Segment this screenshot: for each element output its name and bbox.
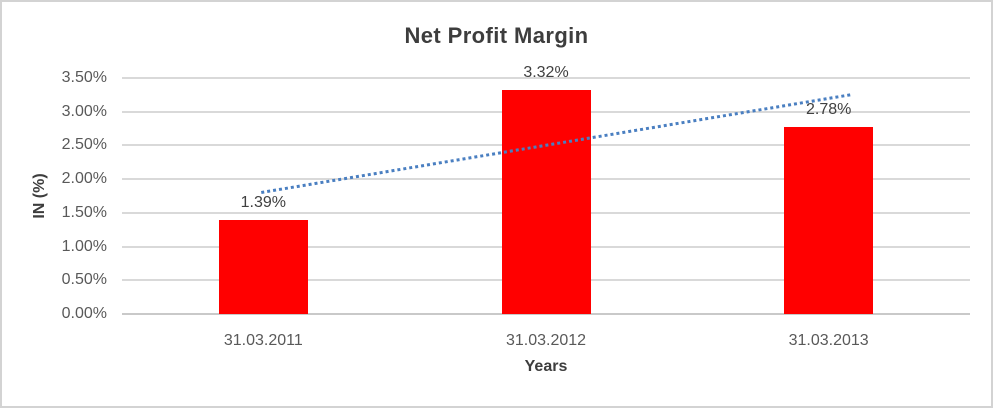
y-gridline	[122, 77, 970, 79]
x-tick-label: 31.03.2012	[505, 332, 587, 349]
y-tick-label: 1.00%	[61, 237, 107, 255]
bar	[784, 126, 874, 314]
x-tick-label: 31.03.2013	[788, 332, 869, 349]
bar	[218, 220, 308, 314]
x-tick-label: 31.03.2011	[223, 332, 303, 349]
x-axis-line	[122, 313, 970, 315]
y-tick-label: 0.00%	[61, 305, 107, 322]
y-tick-label: 2.00%	[61, 170, 107, 188]
y-tick-label: 3.50%	[61, 69, 107, 86]
y-tick-label: 1.50%	[61, 203, 107, 221]
bar-value-label: 2.78%	[805, 100, 852, 118]
y-tick-label: 3.00%	[61, 102, 107, 120]
bar-value-label: 1.39%	[240, 194, 287, 212]
bar	[501, 90, 591, 314]
x-axis-title: Years	[524, 358, 568, 375]
bar-value-label: 3.32%	[523, 64, 569, 82]
y-tick-label: 2.50%	[61, 136, 107, 154]
y-tick-label: 0.50%	[61, 271, 107, 289]
chart-title: Net Profit Margin	[404, 23, 589, 48]
